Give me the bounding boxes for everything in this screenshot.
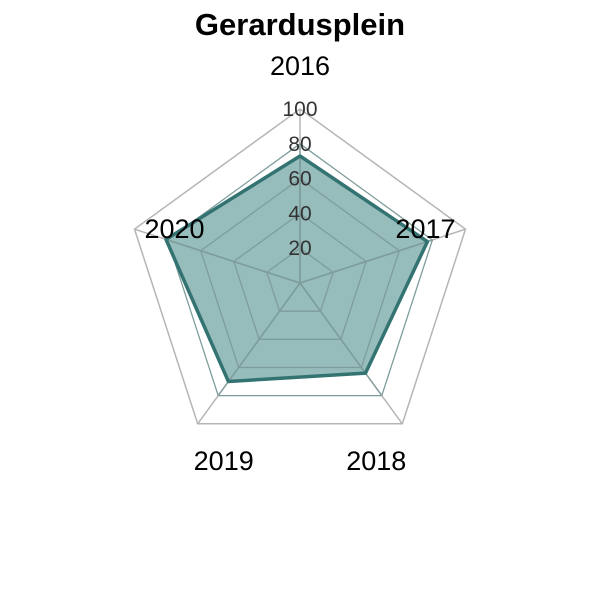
axis-label-2016: 2016 — [270, 51, 330, 81]
grid-ring-100 — [133, 108, 467, 425]
grid-spoke-inner-2017 — [299, 239, 433, 284]
axis-label-2019: 2019 — [194, 446, 254, 476]
chart-title: Gerardusplein — [195, 7, 405, 42]
tick-label-80: 80 — [288, 133, 311, 156]
series-outline — [164, 154, 430, 384]
axis-labels: 2016 2017 2018 2019 2020 — [145, 51, 456, 476]
tick-labels: 20 40 60 80 100 — [282, 98, 317, 260]
tick-label-40: 40 — [288, 202, 311, 225]
grid-spoke-inner-2020 — [167, 239, 301, 284]
grid-spoke-inner-2018 — [299, 282, 383, 396]
tick-label-60: 60 — [288, 168, 311, 191]
grid-ring-60 — [199, 177, 401, 369]
axis-label-2017: 2017 — [395, 214, 455, 244]
tick-label-20: 20 — [288, 237, 311, 260]
grid-ring-20 — [266, 247, 334, 312]
axis-label-2020: 2020 — [145, 214, 205, 244]
axis-label-2018: 2018 — [346, 446, 406, 476]
grid-ring-40 — [233, 212, 367, 340]
grid-spoke-inner-2019 — [217, 282, 301, 396]
tick-label-100: 100 — [282, 98, 317, 121]
series-area — [166, 156, 428, 382]
